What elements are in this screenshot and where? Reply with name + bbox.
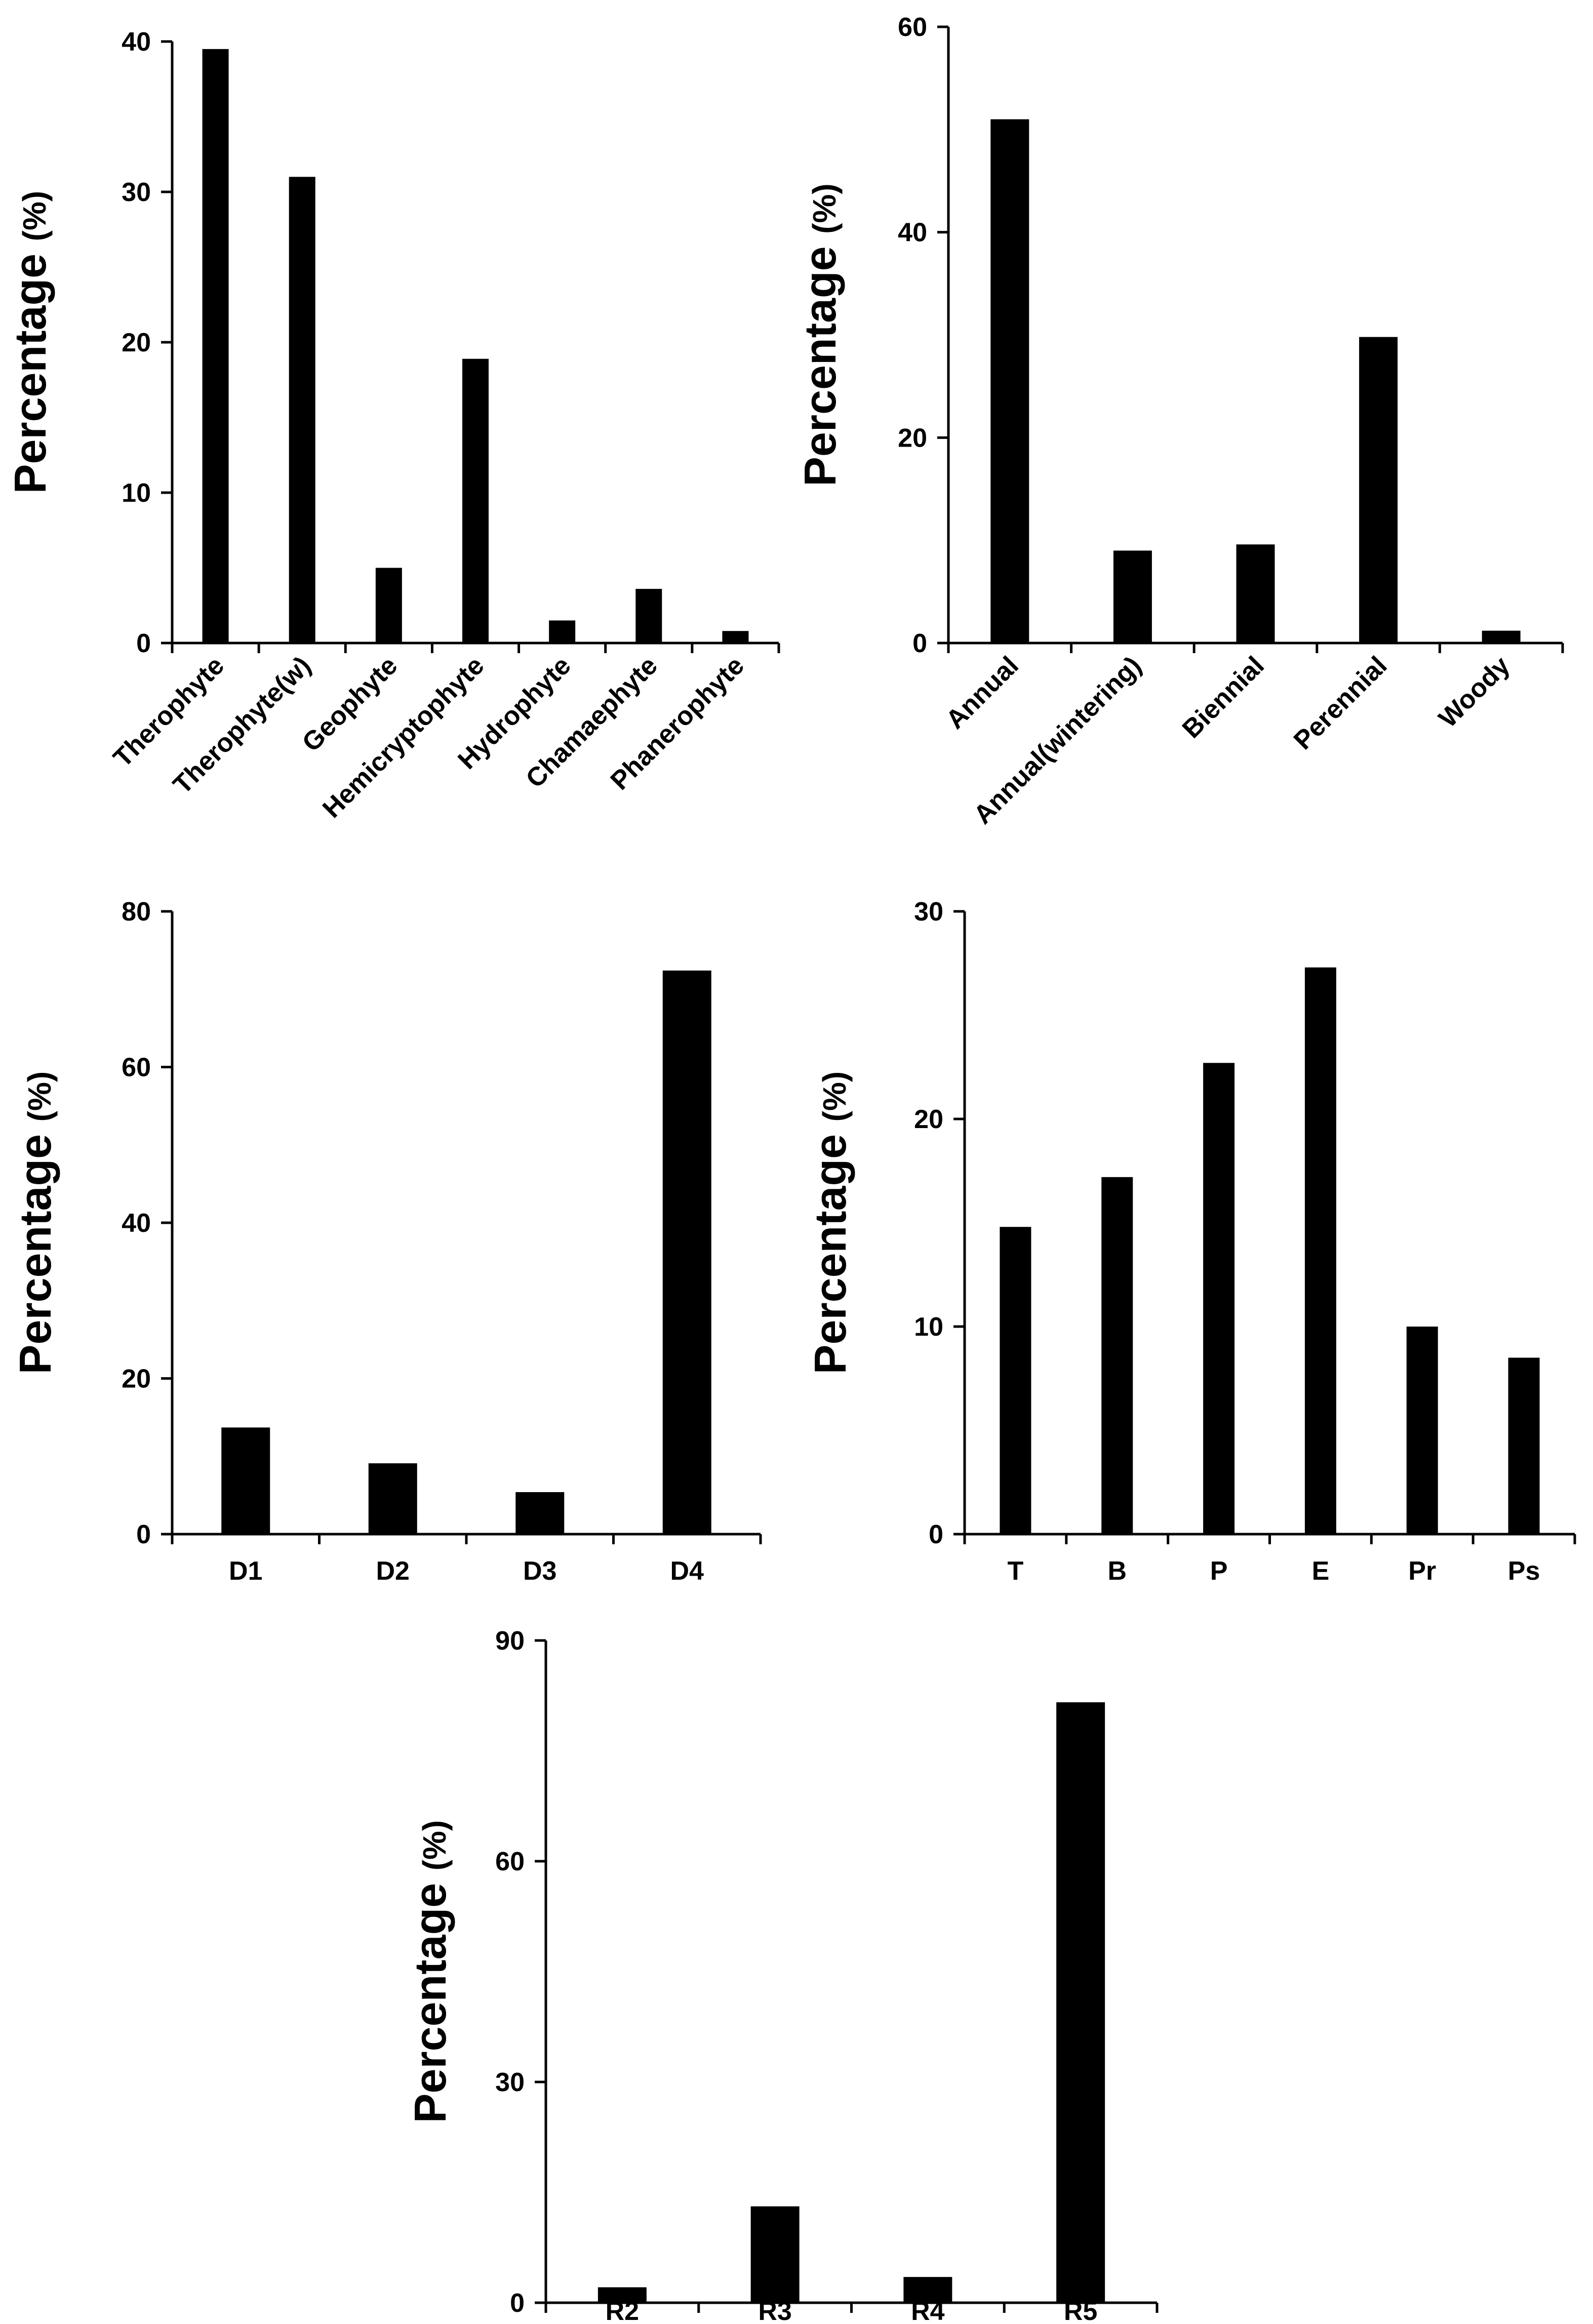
y-axis-title-main: Percentage: [5, 254, 55, 494]
y-tick-label: 20: [914, 1105, 943, 1134]
y-axis-title: Percentage (%): [10, 1071, 60, 1374]
bar-r5: [1056, 1702, 1105, 2303]
bar-b: [1101, 1177, 1133, 1534]
y-tick-label: 30: [914, 897, 943, 927]
y-tick-label: 60: [495, 1847, 525, 1876]
y-tick-label: 90: [495, 1626, 525, 1656]
chart-d-class: 0 20 40 60 80 D1 D2 D3 D4 Percentage (%): [10, 897, 762, 1586]
y-tick-label: 20: [898, 423, 927, 453]
y-tick-label: 30: [122, 178, 151, 207]
x-category-label: Ps: [1508, 1556, 1540, 1586]
bar-e: [1304, 967, 1336, 1534]
x-category-label: B: [1107, 1556, 1127, 1586]
y-axis-title-unit: (%): [16, 191, 53, 242]
x-category-label: P: [1210, 1556, 1228, 1586]
y-tick-label: 20: [122, 328, 151, 357]
y-axis-title: Percentage (%): [805, 1071, 855, 1374]
y-axis-title: Percentage (%): [5, 191, 55, 494]
chart-r-class: 0 30 60 90 R2 R3 R4 R5 Percentage (%): [405, 1626, 1159, 2324]
y-tick-label: 20: [122, 1365, 151, 1394]
y-tick-label: 30: [495, 2068, 525, 2097]
y-tick-label: 60: [122, 1053, 151, 1083]
y-tick-label: 10: [122, 478, 151, 508]
y-tick-label: 0: [912, 629, 927, 658]
bar-geophyte: [375, 568, 402, 643]
y-axis-title: Percentage (%): [405, 1820, 455, 2123]
x-category-label: T: [1008, 1556, 1024, 1586]
bar-r3: [750, 2206, 800, 2303]
y-axis-title-unit: (%): [21, 1071, 58, 1122]
x-category-label: D2: [376, 1556, 410, 1586]
x-category-label: Perennial: [1288, 651, 1393, 755]
y-axis-title-main: Percentage: [795, 246, 845, 486]
bar-r4: [903, 2277, 952, 2303]
y-axis-title-unit: (%): [806, 183, 843, 234]
y-tick-label: 80: [122, 897, 151, 927]
bar-perennial: [1359, 337, 1398, 643]
bar-biennial: [1236, 544, 1275, 643]
x-category-label: Hemicryptophyte: [317, 651, 490, 823]
x-category-label: R3: [758, 2297, 791, 2324]
bar-d3: [515, 1492, 565, 1534]
y-tick-label: 60: [898, 13, 927, 42]
x-category-label: D4: [670, 1556, 704, 1586]
bar-ps: [1508, 1357, 1540, 1534]
y-tick-label: 0: [510, 2289, 525, 2318]
y-axis-title-unit: (%): [816, 1071, 853, 1122]
y-axis-title-main: Percentage: [805, 1134, 855, 1374]
y-axis-title-main: Percentage: [405, 1883, 455, 2123]
x-category-label: D1: [229, 1556, 262, 1586]
y-axis-title-main: Percentage: [10, 1134, 60, 1374]
bar-pr: [1406, 1327, 1438, 1534]
x-category-label: Woody: [1433, 651, 1516, 733]
y-axis-title: Percentage (%): [795, 183, 845, 486]
x-category-label: E: [1312, 1556, 1330, 1586]
chart-tbpe-class: 0 10 20 30 T B P E Pr Ps Percentage (%): [805, 897, 1576, 1586]
bar-woody: [1482, 630, 1521, 643]
y-axis-title-unit: (%): [416, 1820, 453, 1871]
x-category-label: Pr: [1408, 1556, 1436, 1586]
bar-r2: [598, 2287, 647, 2303]
y-tick-label: 10: [914, 1312, 943, 1342]
y-tick-label: 40: [122, 27, 151, 57]
y-tick-label: 0: [136, 1520, 151, 1549]
x-category-label: Annual: [940, 651, 1024, 735]
y-tick-label: 40: [898, 218, 927, 248]
bar-therophyte-w: [289, 177, 315, 643]
x-category-label: R4: [911, 2297, 945, 2324]
y-tick-label: 0: [929, 1520, 943, 1549]
y-tick-label: 0: [136, 629, 151, 658]
bar-t: [1000, 1227, 1031, 1534]
bar-therophyte: [202, 49, 229, 644]
x-category-label: R5: [1064, 2297, 1097, 2324]
bar-p: [1203, 1063, 1235, 1534]
bar-d4: [662, 970, 711, 1534]
chart-life-form: 010203040TherophyteTherophyte(w)Geophyte…: [5, 27, 780, 824]
x-category-label: Biennial: [1177, 651, 1270, 744]
x-category-label: R2: [606, 2297, 639, 2324]
bar-d2: [368, 1463, 417, 1534]
bar-hemicryptophyte: [462, 358, 489, 643]
bar-hydrophyte: [549, 620, 576, 643]
bar-annual-wintering: [1113, 550, 1152, 643]
x-category-label: D3: [523, 1556, 556, 1586]
bar-chamaephyte: [635, 589, 662, 643]
bar-d1: [221, 1427, 270, 1534]
bar-annual: [990, 119, 1029, 643]
y-tick-label: 40: [122, 1209, 151, 1238]
bar-phanerophyte: [722, 631, 749, 643]
